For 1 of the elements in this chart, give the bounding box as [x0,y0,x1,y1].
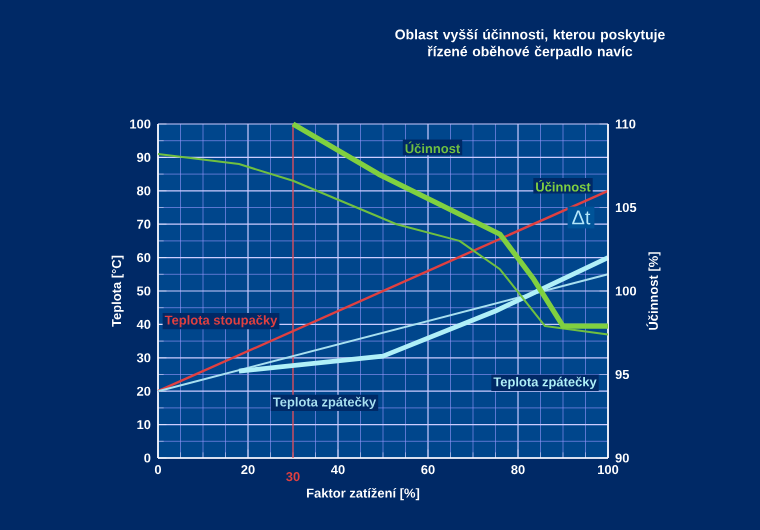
annotation: Δt [572,210,591,225]
